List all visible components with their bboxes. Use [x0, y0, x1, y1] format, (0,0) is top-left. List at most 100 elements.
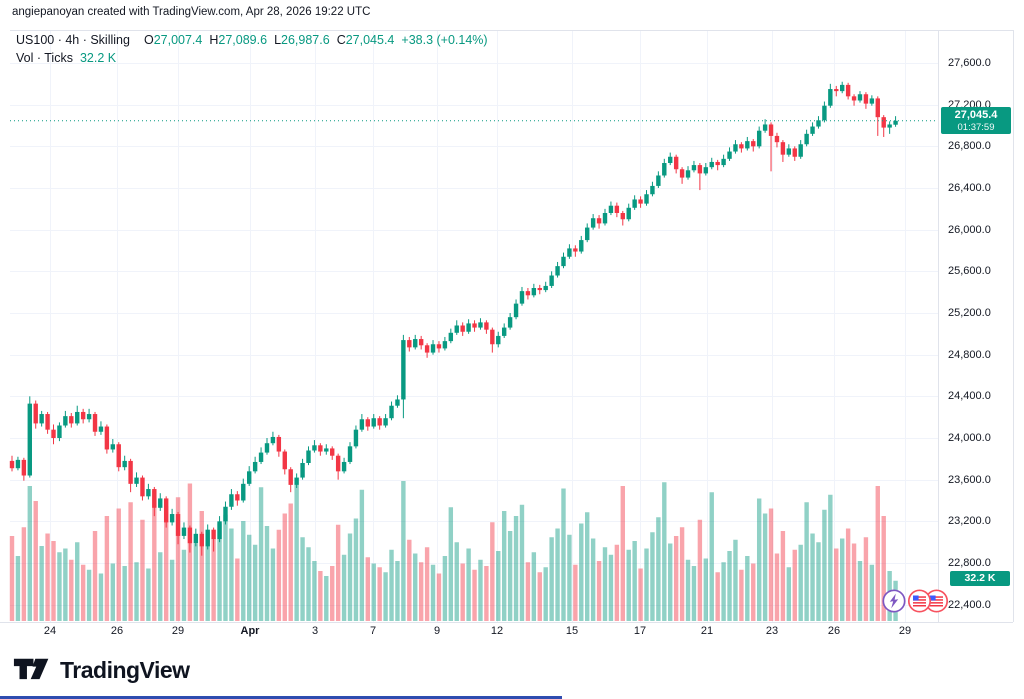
- volume-bar: [15, 556, 21, 621]
- volume-bar: [407, 539, 412, 621]
- candle-body: [282, 451, 287, 470]
- volume-bar: [768, 508, 774, 621]
- price-axis-label: 22,400.0: [948, 598, 991, 611]
- volume-bar: [851, 543, 857, 621]
- tradingview-logo[interactable]: TradingView: [13, 655, 190, 685]
- candle-body: [9, 460, 15, 469]
- volume-bar: [650, 532, 655, 621]
- time-axis-label: 15: [565, 625, 579, 637]
- candle-body: [822, 105, 827, 121]
- candle-body: [57, 425, 62, 438]
- volume-bar: [691, 566, 697, 621]
- candle-body: [869, 98, 875, 104]
- candle-body: [169, 514, 175, 523]
- candle-body: [863, 94, 869, 104]
- candle-body: [525, 291, 531, 296]
- time-axis-label: 26: [110, 625, 124, 637]
- ohlc-open-value: 27,007.4: [153, 33, 203, 47]
- candle-body: [116, 444, 121, 468]
- volume-bar: [845, 528, 851, 621]
- candle-body: [181, 527, 187, 536]
- candle-body: [501, 327, 507, 336]
- volume-bar: [359, 489, 365, 621]
- candle-body: [626, 207, 631, 220]
- candle-body: [644, 194, 649, 204]
- candle-body: [193, 533, 199, 544]
- ohlc-high-label: H: [209, 33, 219, 47]
- volume-bar: [264, 526, 270, 621]
- volume-bar: [9, 536, 15, 621]
- volume-bar: [389, 549, 394, 621]
- candle-body: [887, 124, 892, 128]
- chart-legend[interactable]: US100 · 4h · Skilling O27,007.4 H27,089.6 L…: [16, 31, 488, 67]
- volume-bar: [786, 567, 792, 621]
- candle-body: [448, 332, 454, 342]
- price-axis-label: 24,400.0: [948, 390, 991, 403]
- event-icons[interactable]: [872, 588, 956, 616]
- volume-bar: [478, 559, 483, 621]
- volume-bar: [513, 516, 519, 621]
- candle-countdown: 01:37:59: [957, 122, 995, 133]
- candle-body: [241, 483, 246, 501]
- candle-body: [436, 344, 442, 349]
- candle-body: [596, 218, 602, 224]
- volume-bar: [401, 481, 406, 621]
- ohlc-low-value: 26,987.6: [281, 33, 330, 47]
- volume-bar: [229, 528, 234, 621]
- candle-body: [513, 303, 519, 318]
- price-axis-label: 25,200.0: [948, 307, 991, 319]
- price-axis[interactable]: 27,600.0 27,200.0 26,800.0 26,400.0 26,000.0…: [938, 30, 1024, 622]
- volume-bar: [69, 559, 74, 621]
- price-axis-label: 27,600.0: [948, 57, 991, 69]
- volume-bar: [715, 572, 720, 621]
- volume-bar: [104, 516, 110, 621]
- volume-bar: [579, 523, 584, 621]
- time-axis[interactable]: 24 26 29 Apr 3 7 9 12 15 17 21 23 26 29: [0, 625, 1024, 641]
- volume-bar: [306, 547, 311, 621]
- candle-body: [63, 416, 68, 426]
- volume-bar: [395, 561, 400, 621]
- volume-bar: [158, 552, 163, 621]
- volume-bar: [86, 569, 92, 621]
- candle-body: [472, 323, 477, 328]
- volume-value: 32.2 K: [79, 51, 117, 65]
- us-flag-event-icon[interactable]: [924, 589, 949, 613]
- candle-body: [893, 120, 898, 125]
- candle-body: [288, 469, 293, 485]
- candle-body: [27, 403, 32, 476]
- volume-bar: [181, 549, 187, 621]
- volume-bar: [436, 573, 442, 621]
- volume-bar: [703, 558, 709, 621]
- volume-bar: [585, 512, 590, 621]
- candle-body: [685, 170, 691, 178]
- volume-bar: [727, 551, 732, 621]
- candle-body: [804, 133, 809, 145]
- candle-body: [418, 339, 424, 346]
- volume-bar: [116, 508, 121, 621]
- candle-body: [92, 414, 98, 432]
- candle-body: [134, 477, 139, 484]
- candle-body: [816, 120, 821, 127]
- candle-body: [223, 506, 228, 522]
- candle-body: [104, 426, 110, 450]
- volume-bar: [128, 502, 133, 621]
- price-axis-label: 22,800.0: [948, 557, 991, 569]
- volume-bar: [644, 548, 649, 621]
- volume-bar: [27, 486, 32, 621]
- candle-body: [158, 498, 163, 508]
- volume-bar: [745, 556, 750, 621]
- lightning-event-icon[interactable]: [882, 589, 906, 613]
- us-flag-event-icon[interactable]: [907, 589, 932, 613]
- candle-body: [620, 213, 625, 220]
- volume-bar: [110, 563, 116, 621]
- volume-bar: [780, 531, 786, 621]
- candle-body: [733, 144, 738, 152]
- volume-bar: [330, 566, 335, 621]
- volume-bar: [205, 532, 210, 621]
- candle-body: [163, 498, 169, 523]
- candle-body: [247, 471, 252, 484]
- candle-body: [199, 533, 204, 547]
- volume-bar: [169, 559, 175, 621]
- candle-body: [721, 158, 726, 166]
